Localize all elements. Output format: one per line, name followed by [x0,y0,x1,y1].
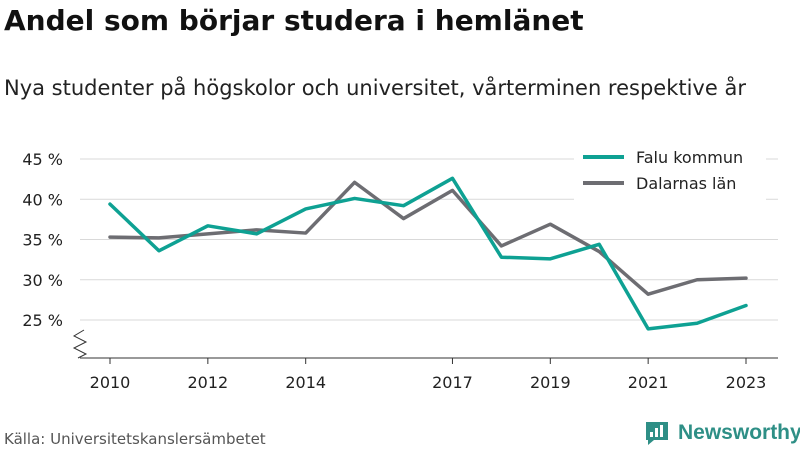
brand-name: Newsworthy [678,421,800,444]
x-axis [72,329,778,359]
legend-label-dalarna: Dalarnas län [636,174,736,193]
y-tick-label: 40 % [22,190,63,209]
x-tick-label: 2021 [628,373,669,392]
series-line-dalarnas-lan [108,180,748,296]
line-chart: 25 %30 %35 %40 %45 % 2010 2012 2014 2017 201… [22,140,778,392]
x-tick-label: 2017 [432,373,473,392]
newsworthy-logo-icon [646,422,668,445]
x-tick-label: 2010 [90,373,131,392]
y-axis-ticks: 25 % 30 % 35 % 40 % 45 % [22,150,63,330]
x-tick-label: 2019 [530,373,571,392]
chart-subtitle: Nya studenter på högskolor och universit… [4,76,746,100]
y-tick-label: 30 % [22,271,63,290]
legend: Falu kommun Dalarnas län [574,140,766,202]
series-lines [108,176,748,331]
y-tick-label: 35 % [22,231,63,250]
x-tick-label: 2023 [726,373,767,392]
x-tick-label: 2012 [187,373,228,392]
x-axis-ticks: 2010 2012 2014 2017 2019 2021 2023 [90,358,767,392]
source-note: Källa: Universitetskanslersämbetet [4,430,266,448]
chart-title: Andel som börjar studera i hemlänet [4,4,584,37]
legend-background [574,140,766,202]
legend-label-falu: Falu kommun [636,148,743,167]
series-line-falu-kommun [108,176,748,331]
y-tick-label: 45 % [22,150,63,169]
axis-break-icon [72,329,88,359]
y-tick-label: 25 % [22,311,63,330]
brand-logo[interactable]: Newsworthy [644,420,800,446]
x-tick-label: 2014 [285,373,326,392]
